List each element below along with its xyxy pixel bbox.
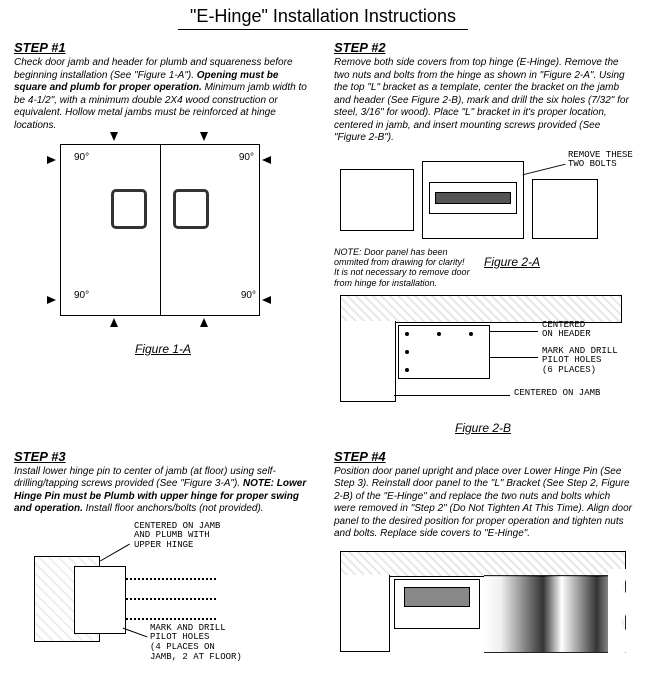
leader-line [490, 357, 538, 358]
jamb [340, 575, 390, 652]
header-beam [340, 551, 626, 577]
row-2: STEP #3 Install lower hinge pin to cente… [14, 445, 632, 662]
figure-2a-label: Figure 2-A [484, 255, 540, 269]
deg-br: 90° [241, 290, 256, 301]
deg-bl: 90° [74, 290, 89, 301]
step-2: STEP #2 Remove both side covers from top… [334, 36, 632, 445]
step-3: STEP #3 Install lower hinge pin to cente… [14, 445, 312, 662]
figure-1a-label: Figure 1-A [14, 342, 312, 356]
title-underline [178, 29, 468, 30]
callout-remove-bolts: REMOVE THESE TWO BOLTS [568, 151, 638, 171]
jamb [340, 321, 396, 402]
step-3-text-b: Install floor anchors/bolts (not provide… [83, 503, 264, 514]
arrow-icon [200, 318, 208, 327]
hinge-bar [435, 192, 511, 204]
callout-pilot-holes: MARK AND DRILL PILOT HOLES (6 PLACES) [542, 347, 618, 377]
pilot-hole-icon [405, 368, 409, 372]
step-3-text-a: Install lower hinge pin to center of jam… [14, 466, 276, 490]
arrow-icon [262, 156, 271, 164]
step-4-head: STEP #4 [334, 449, 632, 464]
hinge-mechanism [404, 587, 470, 607]
leader-line [100, 543, 130, 561]
step-2-text: Remove both side covers from top hinge (… [334, 57, 632, 145]
arrow-icon [262, 296, 271, 304]
pilot-hole-icon [437, 332, 441, 336]
step-3-head: STEP #3 [14, 449, 312, 464]
door-midline [160, 145, 161, 315]
leader-line [123, 627, 148, 637]
screw-icon [126, 598, 216, 600]
arrow-icon [200, 132, 208, 141]
callout-centered-header: CENTERED ON HEADER [542, 321, 591, 341]
figure-3a: CENTERED ON JAMB AND PLUMB WITH UPPER HI… [14, 522, 312, 662]
step-3-text: Install lower hinge pin to center of jam… [14, 466, 312, 516]
step-1-head: STEP #1 [14, 40, 312, 55]
door-window-left [111, 189, 147, 229]
step-2-head: STEP #2 [334, 40, 632, 55]
arrow-icon [47, 156, 56, 164]
pilot-hole-icon [469, 332, 473, 336]
door-window-right [173, 189, 209, 229]
note-line: ommited from drawing for clarity! [334, 257, 465, 267]
screw-icon [126, 618, 216, 620]
door-frame [60, 144, 260, 316]
leader-line [490, 331, 538, 332]
arrow-icon [110, 318, 118, 327]
step-4: STEP #4 Position door panel upright and … [334, 445, 632, 662]
header-beam [340, 295, 622, 323]
screw-icon [126, 578, 216, 580]
callout-centered-jamb: CENTERED ON JAMB [514, 389, 600, 399]
page: "E-Hinge" Installation Instructions STEP… [0, 0, 646, 700]
leader-line [523, 163, 566, 175]
figure-2b: CENTERED ON HEADER MARK AND DRILL PILOT … [334, 291, 632, 421]
figure-1a: 90° 90° 90° 90° [14, 138, 312, 338]
arrow-icon [110, 132, 118, 141]
pilot-hole-icon [405, 350, 409, 354]
hinge-pin-plate [74, 566, 126, 634]
figure-2b-label: Figure 2-B [334, 421, 632, 435]
figure-2a-note: NOTE: Door panel has been ommited from d… [334, 247, 484, 288]
hinge-body [422, 161, 524, 239]
callout-pilot-holes-3: MARK AND DRILL PILOT HOLES (4 PLACES ON … [150, 624, 242, 664]
break-line-icon [608, 569, 632, 659]
note-line: It is not necessary to remove door [334, 267, 470, 277]
step-1-text: Check door jamb and header for plumb and… [14, 57, 312, 132]
step-1: STEP #1 Check door jamb and header for p… [14, 36, 312, 445]
door-panel-shaded [484, 575, 626, 653]
l-bracket [398, 325, 490, 379]
note-line: NOTE: Door panel has been [334, 247, 448, 257]
step-4-text: Position door panel upright and place ov… [334, 466, 632, 541]
cover-right [532, 179, 598, 239]
figure-4 [334, 547, 632, 657]
deg-tl: 90° [74, 152, 89, 163]
arrow-icon [47, 296, 56, 304]
figure-2a: REMOVE THESE TWO BOLTS NOTE: Door panel … [334, 151, 632, 291]
pilot-hole-icon [405, 332, 409, 336]
cover-left [340, 169, 414, 231]
deg-tr: 90° [239, 152, 254, 163]
row-1: STEP #1 Check door jamb and header for p… [14, 36, 632, 445]
page-title: "E-Hinge" Installation Instructions [14, 6, 632, 27]
note-line: from hinge for installation. [334, 278, 437, 288]
callout-centered-plumb: CENTERED ON JAMB AND PLUMB WITH UPPER HI… [134, 522, 220, 552]
leader-line [394, 395, 510, 396]
